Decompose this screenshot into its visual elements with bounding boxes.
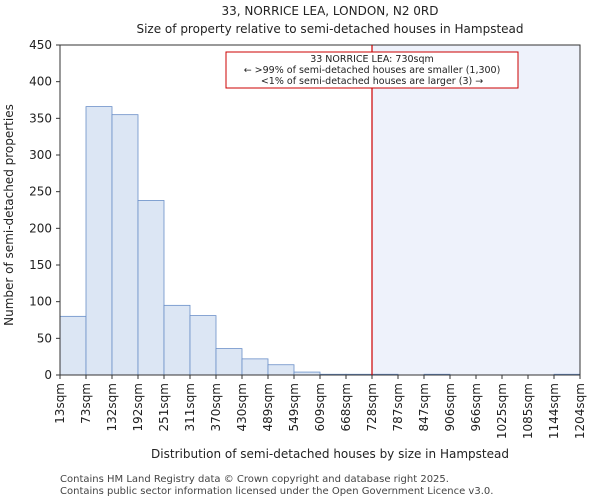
x-tick-label-15: 906sqm bbox=[443, 383, 457, 431]
chart-title: 33, NORRICE LEA, LONDON, N2 0RD bbox=[221, 4, 438, 18]
y-tick-label-4: 200 bbox=[29, 221, 52, 235]
y-tick-label-7: 350 bbox=[29, 111, 52, 125]
x-tick-label-17: 1025sqm bbox=[495, 383, 509, 439]
x-tick-label-16: 966sqm bbox=[469, 383, 483, 431]
footer-line-2: Contains public sector information licen… bbox=[60, 486, 493, 497]
footer-line-1: Contains HM Land Registry data © Crown c… bbox=[60, 474, 449, 485]
bar-2 bbox=[111, 114, 139, 376]
y-tick-label-6: 300 bbox=[29, 148, 52, 162]
annotation-box bbox=[225, 51, 519, 89]
y-tick-label-8: 400 bbox=[29, 75, 52, 89]
x-tick-label-9: 549sqm bbox=[287, 383, 301, 431]
y-tick-label-0: 0 bbox=[44, 368, 52, 382]
x-tick-label-3: 192sqm bbox=[131, 383, 145, 431]
x-tick-label-19: 1144sqm bbox=[547, 383, 561, 439]
x-tick-label-20: 1204sqm bbox=[573, 383, 587, 439]
x-tick-label-6: 370sqm bbox=[209, 383, 223, 431]
x-tick-label-10: 609sqm bbox=[313, 383, 327, 431]
y-tick-label-3: 150 bbox=[29, 258, 52, 272]
y-axis-label: Number of semi-detached properties bbox=[2, 104, 16, 326]
plot-area: 0 50 100 150 200 250 300 350 400 450 13sqm 73sqm 132… bbox=[29, 38, 587, 439]
x-tick-label-1: 73sqm bbox=[79, 383, 93, 424]
x-tick-label-14: 847sqm bbox=[417, 383, 431, 431]
y-tick-label-2: 100 bbox=[29, 295, 52, 309]
x-tick-label-8: 489sqm bbox=[261, 383, 275, 431]
x-tick-label-18: 1085sqm bbox=[521, 383, 535, 439]
x-tick-label-2: 132sqm bbox=[105, 383, 119, 431]
x-tick-label-7: 430sqm bbox=[235, 383, 249, 431]
x-tick-label-4: 251sqm bbox=[157, 383, 171, 431]
x-tick-label-13: 787sqm bbox=[391, 383, 405, 431]
bar-3 bbox=[137, 200, 165, 376]
bar-6 bbox=[215, 348, 243, 376]
x-tick-label-5: 311sqm bbox=[183, 383, 197, 431]
bar-7 bbox=[241, 358, 269, 376]
x-tick-label-12: 728sqm bbox=[365, 383, 379, 431]
x-axis-label: Distribution of semi-detached houses by … bbox=[151, 447, 509, 461]
bar-5 bbox=[189, 315, 217, 376]
x-tick-label-0: 13sqm bbox=[53, 383, 67, 424]
chart-subtitle: Size of property relative to semi-detach… bbox=[136, 22, 523, 36]
y-tick-label-1: 50 bbox=[37, 331, 52, 345]
bar-4 bbox=[163, 304, 191, 376]
x-tick-label-11: 668sqm bbox=[339, 383, 353, 431]
y-tick-label-5: 250 bbox=[29, 185, 52, 199]
y-tick-label-9: 450 bbox=[29, 38, 52, 52]
highlight-region bbox=[372, 45, 580, 375]
bar-0 bbox=[59, 315, 87, 376]
annotation-line-2: <1% of semi-detached houses are larger (… bbox=[261, 76, 483, 87]
bar-8 bbox=[267, 364, 295, 376]
annotation-line-0: 33 NORRICE LEA: 730sqm bbox=[310, 54, 434, 65]
annotation-line-1: ← >99% of semi-detached houses are small… bbox=[244, 65, 501, 76]
bar-1 bbox=[85, 106, 113, 376]
